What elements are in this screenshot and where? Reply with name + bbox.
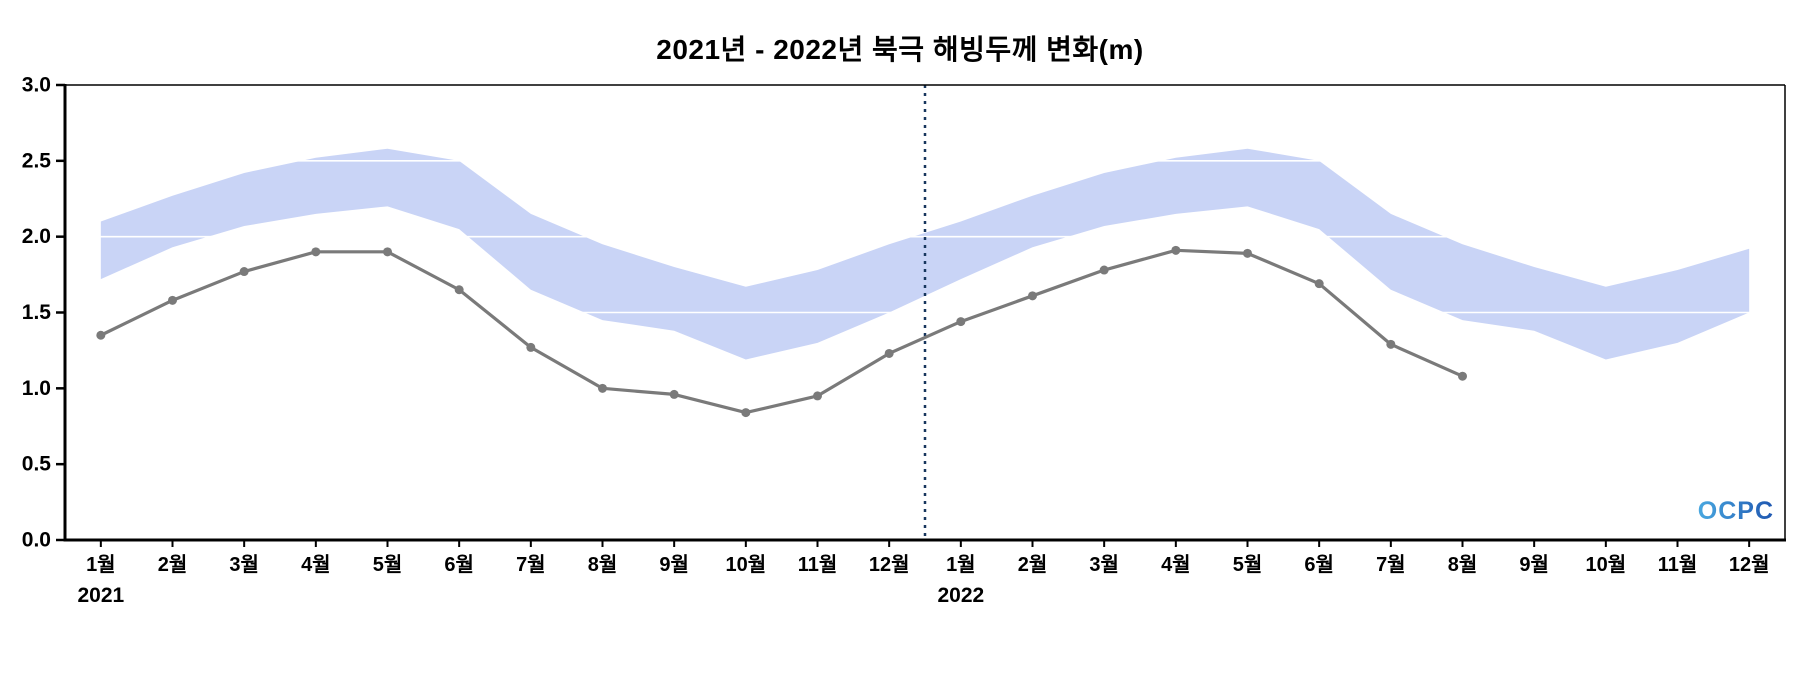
x-tick-label: 1월 [86,553,116,576]
y-tick-label: 2.0 [22,225,51,248]
x-tick-label: 10월 [726,553,767,576]
x-tick-label: 2월 [158,553,188,576]
year-label: 2021 [77,584,124,607]
x-tick-label: 12월 [1729,553,1770,576]
y-tick-label: 1.5 [22,301,52,324]
data-point [1028,291,1037,301]
x-tick-label: 4월 [1161,553,1191,576]
x-tick-label: 11월 [798,553,838,576]
chart-title: 2021년 - 2022년 북극 해빙두께 변화(m) [656,34,1144,65]
data-point [454,285,464,295]
data-point [168,295,177,305]
x-tick-label: 5월 [373,553,403,576]
data-point [669,389,679,399]
data-point [1458,371,1467,381]
x-tick-label: 3월 [229,553,259,576]
y-tick-label: 1.0 [22,377,51,400]
data-point [1314,279,1324,289]
y-tick-label: 0.5 [22,453,52,476]
ocpc-logo: OCPC [1697,497,1774,525]
data-point [598,383,607,393]
y-tick-label: 0.0 [22,529,51,552]
data-point [311,247,321,257]
x-tick-label: 12월 [869,553,910,576]
x-tick-label: 1월 [946,553,976,576]
data-point [1243,248,1252,258]
data-point [526,342,536,352]
data-point [1099,265,1109,275]
x-tick-label: 3월 [1089,553,1119,576]
data-point [239,267,249,277]
x-tick-label: 11월 [1658,553,1698,576]
data-point [383,247,392,257]
x-tick-label: 2월 [1018,553,1048,576]
x-tick-label: 8월 [588,553,618,576]
data-point [956,317,966,327]
x-tick-label: 5월 [1233,553,1263,576]
y-tick-label: 2.5 [22,149,52,172]
x-tick-label: 9월 [659,553,689,576]
x-tick-label: 6월 [444,553,474,576]
x-tick-label: 8월 [1448,553,1478,576]
y-tick-label: 3.0 [22,74,51,97]
year-label: 2022 [937,584,984,607]
observed-line [99,248,1465,415]
data-point [1386,339,1396,349]
x-tick-label: 7월 [1376,553,1406,576]
x-tick-label: 4월 [301,553,331,576]
data-point [884,348,894,358]
data-point [813,391,822,401]
x-tick-label: 7월 [516,553,546,576]
x-tick-label: 9월 [1519,553,1549,576]
x-tick-label: 10월 [1586,553,1627,576]
data-point [1171,245,1181,255]
data-point [741,408,751,418]
x-tick-label: 6월 [1304,553,1334,576]
data-point [96,330,106,340]
